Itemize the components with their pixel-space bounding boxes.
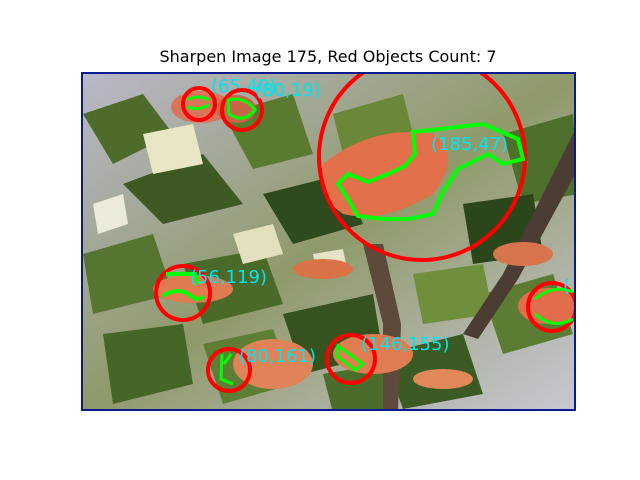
- detection-circle: [154, 264, 212, 322]
- detection-label: (146,155): [361, 334, 449, 355]
- figure-title: Sharpen Image 175, Red Objects Count: 7: [159, 47, 497, 66]
- sharpened-photo: (65,40) (80,19) (185,47) (56,119) (146,1…: [83, 74, 574, 409]
- detection-circle: [325, 333, 377, 385]
- detection-circle: [526, 281, 574, 333]
- detection: (80,19): [220, 80, 321, 132]
- detection-contour: [219, 353, 234, 386]
- detection-contour: [335, 343, 366, 372]
- detection-contour: [226, 97, 257, 120]
- detection-label: (: [563, 276, 570, 297]
- detection-label: (65,40): [211, 76, 277, 97]
- detection-contour: [534, 287, 574, 325]
- detection: (185,47): [317, 74, 527, 262]
- detection-circle: [181, 86, 217, 122]
- detection-contour: [335, 121, 526, 221]
- detection: (65,40): [181, 76, 277, 122]
- detection-circle: [220, 88, 264, 132]
- detection-label: (80,19): [255, 80, 321, 101]
- detection-circle: [206, 347, 252, 393]
- detection-contour: [186, 95, 210, 111]
- image-axes: (65,40) (80,19) (185,47) (56,119) (146,1…: [81, 72, 576, 411]
- branch: [463, 132, 574, 339]
- detection-contour: [161, 272, 205, 301]
- detection-label: (80,161): [239, 346, 316, 367]
- detection: (146,155): [325, 333, 449, 385]
- detection: (: [526, 276, 574, 333]
- detection: (80,161): [206, 346, 316, 393]
- detection-circle: [317, 74, 527, 262]
- detection: (56,119): [154, 264, 267, 322]
- detection-label: (56,119): [190, 267, 267, 288]
- detection-label: (185,47): [431, 134, 508, 155]
